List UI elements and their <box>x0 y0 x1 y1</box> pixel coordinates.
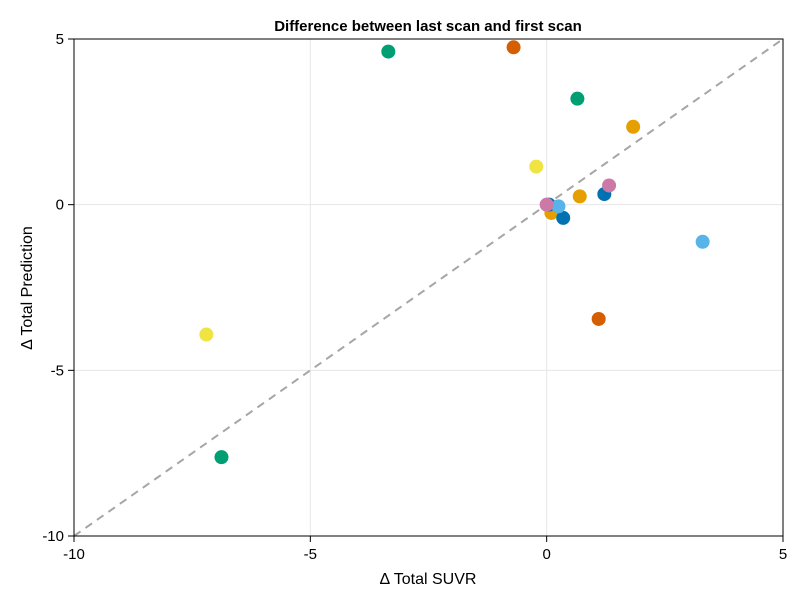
data-point-s1-0 <box>506 40 521 55</box>
data-point-s5-1 <box>551 199 566 214</box>
data-point-s6-1 <box>539 197 554 212</box>
axis-ticks: -10 -5 0 5 -10 -5 0 5 <box>42 31 787 563</box>
y-axis-label: Δ Total Prediction <box>19 226 36 350</box>
identity-reference-line <box>73 38 784 537</box>
chart-title: Difference between last scan and first s… <box>274 18 582 35</box>
data-points <box>199 40 710 465</box>
data-point-s0-1 <box>570 91 585 106</box>
plot-frame <box>73 38 784 537</box>
data-point-s3-1 <box>199 327 214 342</box>
y-tick-label-3: 5 <box>56 31 64 48</box>
data-point-s6-0 <box>602 178 617 193</box>
x-tick-label-3: 5 <box>779 546 787 563</box>
data-point-s1-1 <box>591 311 606 326</box>
x-tick-label-0: -10 <box>63 546 85 563</box>
data-point-s5-0 <box>695 234 710 249</box>
data-point-s2-0 <box>626 119 641 134</box>
data-point-s0-0 <box>381 44 396 59</box>
x-tick-label-2: 0 <box>542 546 550 563</box>
data-point-s2-1 <box>572 189 587 204</box>
data-point-s3-0 <box>529 159 544 174</box>
data-point-s0-2 <box>214 450 229 465</box>
y-tick-label-2: 0 <box>56 197 64 214</box>
data-point-s4-1 <box>556 210 571 225</box>
x-axis-label: Δ Total SUVR <box>380 571 477 588</box>
y-tick-label-1: -5 <box>51 362 64 379</box>
y-tick-label-0: -10 <box>42 528 64 545</box>
x-tick-label-1: -5 <box>304 546 317 563</box>
